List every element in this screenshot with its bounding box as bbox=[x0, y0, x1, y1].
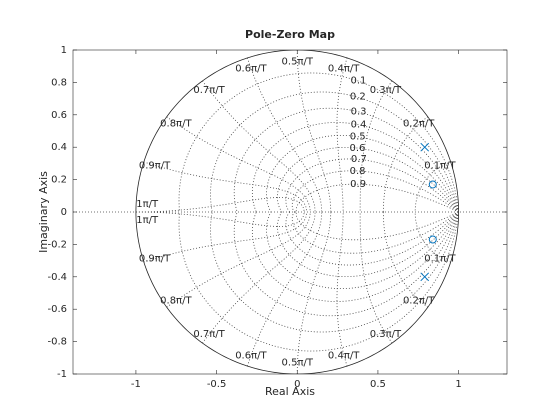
frequency-curve bbox=[202, 80, 316, 213]
frequency-curve bbox=[336, 211, 348, 367]
damping-curve bbox=[291, 170, 459, 213]
damping-curve bbox=[285, 211, 459, 266]
frequency-label: 0.1π/T bbox=[424, 160, 456, 171]
damping-label: 0.8 bbox=[350, 166, 366, 177]
frequency-label: 0.8π/T bbox=[160, 118, 192, 129]
damping-curve bbox=[285, 158, 459, 213]
y-tick-label: -0.2 bbox=[47, 239, 67, 250]
frequency-label: 0.5π/T bbox=[282, 56, 314, 67]
frequency-label: 0.9π/T bbox=[139, 160, 171, 171]
frequency-curve bbox=[414, 211, 451, 263]
frequency-curve bbox=[414, 161, 451, 213]
damping-label: 0.1 bbox=[350, 75, 366, 86]
frequency-label: 0.3π/T bbox=[370, 329, 402, 340]
frequency-curve bbox=[296, 211, 332, 374]
y-tick-label: 0.6 bbox=[51, 110, 67, 121]
frequency-label: 0.2π/T bbox=[403, 296, 435, 307]
frequency-curve bbox=[382, 116, 429, 213]
damping-label: 0.7 bbox=[351, 154, 367, 165]
frequency-curve bbox=[202, 211, 316, 344]
damping-curve bbox=[266, 134, 459, 213]
frequency-label: 0.4π/T bbox=[328, 64, 360, 75]
x-tick-label: -0.5 bbox=[207, 379, 227, 390]
frequency-label: 1π/T bbox=[136, 199, 159, 210]
damping-label: 0.9 bbox=[350, 179, 366, 190]
y-tick-label: -1 bbox=[57, 369, 67, 380]
damping-curve bbox=[277, 146, 459, 213]
y-tick-label: -0.4 bbox=[47, 272, 67, 283]
damping-curve bbox=[277, 211, 459, 278]
frequency-curve bbox=[359, 211, 393, 344]
frequency-curve bbox=[336, 57, 348, 213]
damping-curve bbox=[233, 211, 459, 317]
damping-label: 0.2 bbox=[350, 92, 366, 103]
x-tick-label: -1 bbox=[131, 379, 141, 390]
frequency-curve bbox=[135, 211, 305, 227]
frequency-curve bbox=[359, 80, 393, 213]
frequency-label: 0.7π/T bbox=[193, 85, 225, 96]
frequency-label: 0.8π/T bbox=[160, 296, 192, 307]
frequency-curve bbox=[247, 57, 323, 213]
zero-marker bbox=[428, 180, 437, 189]
x-tick-label: 0.5 bbox=[370, 379, 386, 390]
frequency-label: 0.6π/T bbox=[235, 350, 267, 361]
damping-label: 0.3 bbox=[351, 106, 367, 117]
frequency-label: 0.4π/T bbox=[328, 350, 360, 361]
y-tick-label: -0.6 bbox=[47, 304, 67, 315]
frequency-curve bbox=[296, 50, 332, 213]
frequency-curve bbox=[247, 211, 323, 367]
frequency-label: 0.6π/T bbox=[235, 64, 267, 75]
plot-area bbox=[73, 50, 507, 374]
damping-curve bbox=[291, 211, 459, 254]
damping-curve bbox=[266, 211, 459, 290]
frequency-label: 1π/T bbox=[136, 215, 159, 226]
pole-marker bbox=[420, 272, 430, 282]
damping-label: 0.5 bbox=[350, 131, 366, 142]
y-tick-label: 1 bbox=[61, 45, 67, 56]
y-tick-label: 0 bbox=[61, 207, 67, 218]
damping-label: 0.4 bbox=[351, 119, 367, 130]
y-tick-label: 0.2 bbox=[51, 175, 67, 186]
x-axis-label: Real Axis bbox=[265, 385, 315, 398]
damping-label: 0.6 bbox=[349, 143, 365, 154]
y-tick-label: 0.4 bbox=[51, 142, 67, 153]
frequency-label: 0.1π/T bbox=[424, 254, 456, 265]
frequency-label: 0.7π/T bbox=[193, 329, 225, 340]
x-tick-label: 1 bbox=[455, 379, 461, 390]
zero-marker bbox=[428, 235, 437, 244]
x-tick-label: 0 bbox=[294, 379, 300, 390]
pole-marker bbox=[420, 142, 430, 152]
frequency-curve bbox=[143, 161, 308, 213]
frequency-curve bbox=[143, 211, 308, 263]
y-axis-label: Imaginary Axis bbox=[37, 171, 50, 253]
frequency-label: 0.9π/T bbox=[139, 254, 171, 265]
y-tick-label: 0.8 bbox=[51, 77, 67, 88]
frequency-label: 0.2π/T bbox=[403, 118, 435, 129]
damping-curve bbox=[233, 107, 459, 213]
frequency-curve bbox=[135, 197, 305, 213]
frequency-curve bbox=[382, 211, 429, 308]
y-tick-label: -0.8 bbox=[47, 337, 67, 348]
chart-title: Pole-Zero Map bbox=[245, 28, 335, 41]
frequency-label: 0.3π/T bbox=[370, 85, 402, 96]
frequency-label: 0.5π/T bbox=[282, 358, 314, 369]
